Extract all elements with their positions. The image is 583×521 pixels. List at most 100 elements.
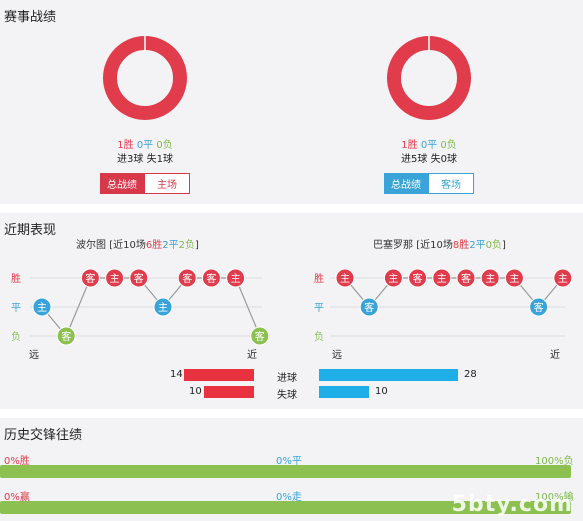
right-match-venue: 客 <box>534 301 544 314</box>
away-record-button[interactable]: 客场 <box>428 173 474 194</box>
left-win-count: 1胜 <box>117 140 134 151</box>
left-match-marker[interactable] <box>80 268 100 288</box>
left-match-venue: 客 <box>85 272 95 285</box>
h2h-handicap-bar <box>0 501 571 514</box>
h2h-result-bar <box>0 465 571 478</box>
h2h-win-pct: 0%胜 <box>4 456 30 467</box>
recent-suffix: ] <box>194 240 199 251</box>
right-record-toggle: 总战绩 客场 <box>384 173 474 194</box>
right-goals-for: 28 <box>464 369 477 380</box>
draw-count: 2平 <box>469 240 486 251</box>
right-match-venue: 客 <box>413 272 423 285</box>
left-goals-for-bar <box>184 369 254 381</box>
left-form-line <box>41 277 261 338</box>
site-watermark: 5bty.com <box>451 492 573 517</box>
head-to-head-section: 历史交锋往绩 0%胜 0%平 100%负 0%赢 0%走 100%输 5bty.… <box>0 418 583 521</box>
right-match-venue: 主 <box>388 273 398 285</box>
left-record-toggle: 总战绩 主场 <box>100 173 190 194</box>
left-loss-count: 0负 <box>156 140 173 151</box>
section-title: 近期表现 <box>4 223 57 238</box>
right-match-venue: 主 <box>509 273 519 285</box>
overall-record-button[interactable]: 总战绩 <box>384 173 428 194</box>
left-match-marker[interactable] <box>226 268 246 288</box>
goals-for-label: 进球 <box>277 373 297 384</box>
right-match-marker[interactable] <box>529 297 549 317</box>
team-name: 波尔图 <box>76 240 106 251</box>
left-axis-draw: 平 <box>11 303 21 314</box>
goals-against-label: 失球 <box>277 390 297 401</box>
right-axis-far: 远 <box>332 349 342 361</box>
left-match-marker[interactable] <box>177 268 197 288</box>
left-record-summary: 1胜 0平 0负 进3球 失1球 <box>85 139 205 167</box>
left-team-header: 波尔图 [近10场6胜2平2负] <box>76 236 199 251</box>
left-match-venue: 主 <box>37 302 47 314</box>
left-match-venue: 客 <box>182 272 192 285</box>
h2h-draw-pct: 0%平 <box>276 456 302 467</box>
left-axis-win: 胜 <box>11 273 21 285</box>
right-goals-for-bar <box>319 369 458 381</box>
h2h-handicap-loss-pct: 100%输 <box>535 492 574 503</box>
left-match-venue: 主 <box>158 302 168 314</box>
left-draw-count: 0平 <box>136 140 154 151</box>
right-goals: 进5球 失0球 <box>401 154 457 165</box>
loss-count: 0负 <box>485 240 502 251</box>
left-match-marker[interactable] <box>32 297 52 317</box>
section-title: 历史交锋往绩 <box>4 428 83 443</box>
recent-form-chart: 胜平负远 近主客客主客主客客主客胜平负远 近主客主客主客主主客主 <box>11 268 573 361</box>
right-axis-draw: 平 <box>314 303 324 314</box>
left-match-marker[interactable] <box>105 268 125 288</box>
right-loss-count: 0负 <box>440 140 457 151</box>
left-match-venue: 客 <box>255 330 265 343</box>
right-match-venue: 客 <box>461 272 471 285</box>
right-match-venue: 主 <box>437 273 447 285</box>
right-match-marker[interactable] <box>480 268 500 288</box>
right-goals-against: 10 <box>375 386 388 397</box>
team-name: 巴塞罗那 <box>373 240 413 251</box>
win-count: 8胜 <box>452 240 470 251</box>
right-record-summary: 1胜 0平 0负 进5球 失0球 <box>369 139 489 167</box>
left-match-marker[interactable] <box>153 297 173 317</box>
right-match-venue: 主 <box>558 273 568 285</box>
left-axis-near: 近 <box>247 348 257 361</box>
draw-count: 2平 <box>162 240 179 251</box>
left-match-marker[interactable] <box>56 326 76 346</box>
win-count: 6胜 <box>145 240 163 251</box>
left-match-venue: 客 <box>61 330 71 343</box>
left-match-marker[interactable] <box>250 326 270 346</box>
right-match-marker[interactable] <box>456 268 476 288</box>
left-record-donut <box>103 36 187 120</box>
right-record-donut <box>387 36 471 120</box>
recent-form-section: 近期表现 波尔图 [近10场6胜2平2负] 巴塞罗那 [近10场8胜2平0负] … <box>0 213 583 409</box>
right-match-marker[interactable] <box>335 268 355 288</box>
loss-count: 2负 <box>178 240 195 251</box>
left-match-marker[interactable] <box>129 268 149 288</box>
left-match-marker[interactable] <box>201 268 221 288</box>
left-axis-far: 远 <box>29 349 39 361</box>
left-goals: 进3球 失1球 <box>117 154 173 165</box>
left-axis-loss: 负 <box>11 330 21 343</box>
left-goals-for: 14 <box>170 369 183 380</box>
match-record-section: 赛事战绩 1胜 0平 0负 进3球 失1球 总战绩 主场 1胜 0平 0负 进5… <box>0 0 583 204</box>
left-match-venue: 客 <box>134 272 144 285</box>
left-match-venue: 客 <box>206 272 216 285</box>
left-match-venue: 主 <box>231 273 241 285</box>
left-goals-against: 10 <box>189 386 202 397</box>
right-match-venue: 主 <box>485 273 495 285</box>
right-match-marker[interactable] <box>359 297 379 317</box>
right-match-venue: 客 <box>364 301 374 314</box>
section-title: 赛事战绩 <box>4 10 57 25</box>
right-axis-win: 胜 <box>314 273 324 285</box>
h2h-handicap-push-pct: 0%走 <box>276 492 302 503</box>
right-match-marker[interactable] <box>553 268 573 288</box>
overall-record-button[interactable]: 总战绩 <box>100 173 144 194</box>
right-match-marker[interactable] <box>432 268 452 288</box>
right-form-line <box>344 277 564 308</box>
right-match-marker[interactable] <box>504 268 524 288</box>
right-match-marker[interactable] <box>408 268 428 288</box>
home-record-button[interactable]: 主场 <box>144 173 190 194</box>
h2h-handicap-win-pct: 0%赢 <box>4 492 30 503</box>
right-match-venue: 主 <box>340 273 350 285</box>
left-match-venue: 主 <box>110 273 120 285</box>
recent-prefix: [近10场 <box>109 240 146 251</box>
right-match-marker[interactable] <box>383 268 403 288</box>
